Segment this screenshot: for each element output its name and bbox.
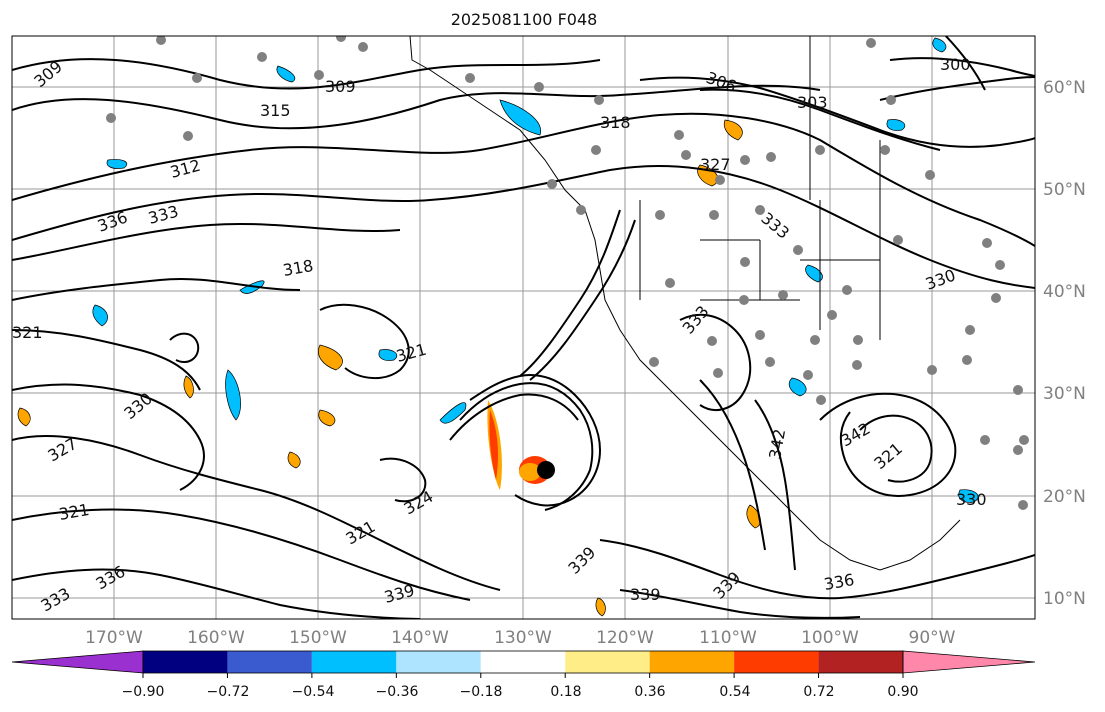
colorbar-tick-label: −0.72 [207, 684, 250, 700]
lon-tick-label: 120°W [596, 628, 654, 648]
colorbar-tick-label: 0.54 [719, 684, 750, 700]
latitude-labels: 60°N 50°N 40°N 30°N 20°N 10°N [1043, 78, 1086, 609]
colorbar-tick-label: 0.72 [803, 684, 834, 700]
colorbar-tick-label: −0.36 [376, 684, 419, 700]
colorbar-segment [143, 651, 228, 673]
lon-tick-label: 90°W [909, 628, 956, 648]
lon-tick-label: 100°W [801, 628, 859, 648]
colorbar-tick-label: −0.18 [460, 684, 503, 700]
lat-tick-label: 40°N [1043, 282, 1086, 302]
lat-tick-label: 10°N [1043, 589, 1086, 609]
colorbar-segment [649, 651, 735, 673]
shaded-blobs [17, 37, 979, 617]
contour-label: 327 [700, 155, 731, 174]
colorbar-segment [734, 651, 819, 673]
contour-label: 309 [325, 77, 356, 96]
colorbar-tick-label: 0.18 [550, 684, 581, 700]
colorbar-ticks [142, 673, 904, 678]
colorbar-extend-high [902, 650, 1036, 674]
lon-tick-label: 160°W [187, 628, 245, 648]
contour-label: 321 [12, 323, 43, 342]
lat-tick-label: 60°N [1043, 78, 1086, 98]
colorbar-segment [480, 651, 566, 673]
gridlines [12, 36, 1035, 619]
lon-tick-label: 110°W [699, 628, 757, 648]
contour-label: 318 [600, 113, 631, 132]
lat-tick-label: 20°N [1043, 487, 1086, 507]
lon-tick-label: 150°W [289, 628, 347, 648]
contour-label: 300 [940, 55, 971, 74]
colorbar-tick-label: 0.36 [634, 684, 665, 700]
longitude-labels: 170°W 160°W 150°W 140°W 130°W 120°W 110°… [85, 628, 956, 648]
contour-label: 303 [797, 93, 828, 112]
storm-center-marker [537, 461, 555, 479]
lon-tick-label: 140°W [391, 628, 449, 648]
colorbar-segment [396, 651, 481, 673]
lat-tick-label: 50°N [1043, 180, 1086, 200]
colorbar-segments [11, 650, 1036, 674]
plot-title: 2025081100 F048 [450, 10, 598, 29]
lat-tick-label: 30°N [1043, 384, 1086, 404]
contour-label: 315 [260, 101, 291, 120]
colorbar-segment [565, 651, 650, 673]
lon-tick-label: 130°W [494, 628, 552, 648]
station-dots [106, 36, 1029, 510]
coastlines [409, 36, 961, 571]
contour-label: 339 [630, 585, 661, 604]
colorbar-labels: −0.90 −0.72 −0.54 −0.36 −0.18 0.18 0.36 … [122, 684, 919, 700]
colorbar-frame [142, 650, 904, 674]
height-contours [12, 36, 1035, 619]
colorbar-extend-low [11, 650, 144, 674]
colorbar-tick-label: −0.54 [292, 684, 335, 700]
map-frame [11, 35, 1036, 620]
colorbar-segment [311, 651, 397, 673]
colorbar-segment [818, 651, 903, 673]
contour-label: 330 [956, 490, 987, 509]
colorbar: −0.90 −0.72 −0.54 −0.36 −0.18 0.18 0.36 … [11, 650, 1036, 700]
colorbar-segment [227, 651, 312, 673]
colorbar-tick-label: 0.90 [887, 684, 918, 700]
lon-tick-label: 170°W [85, 628, 143, 648]
colorbar-tick-label: −0.90 [122, 684, 165, 700]
